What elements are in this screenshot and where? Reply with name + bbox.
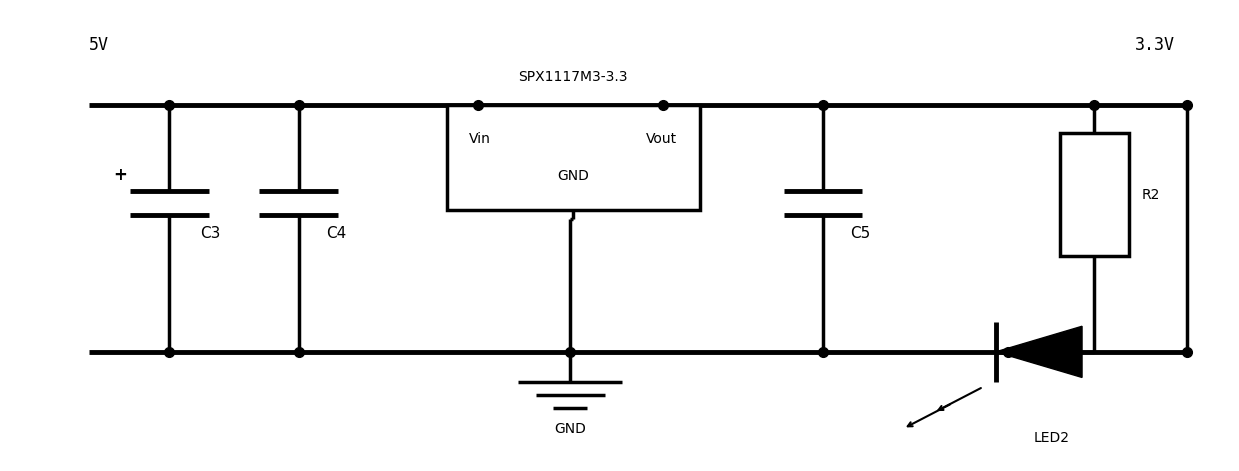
Text: Vout: Vout: [647, 132, 678, 146]
Text: SPX1117M3-3.3: SPX1117M3-3.3: [518, 70, 628, 84]
Text: GND: GND: [554, 422, 586, 436]
Text: GND: GND: [558, 169, 590, 183]
Text: C3: C3: [201, 226, 221, 241]
Bar: [447, 105, 700, 210]
Text: +: +: [113, 166, 126, 184]
Text: 5V: 5V: [89, 36, 109, 54]
Text: Vin: Vin: [470, 132, 491, 146]
Text: 3.3V: 3.3V: [1135, 36, 1175, 54]
Text: R2: R2: [1141, 188, 1160, 202]
Text: C4: C4: [326, 226, 346, 241]
Text: LED2: LED2: [1033, 431, 1069, 445]
Polygon shape: [996, 326, 1082, 377]
Text: C5: C5: [850, 226, 871, 241]
Bar: [1059, 133, 1129, 256]
